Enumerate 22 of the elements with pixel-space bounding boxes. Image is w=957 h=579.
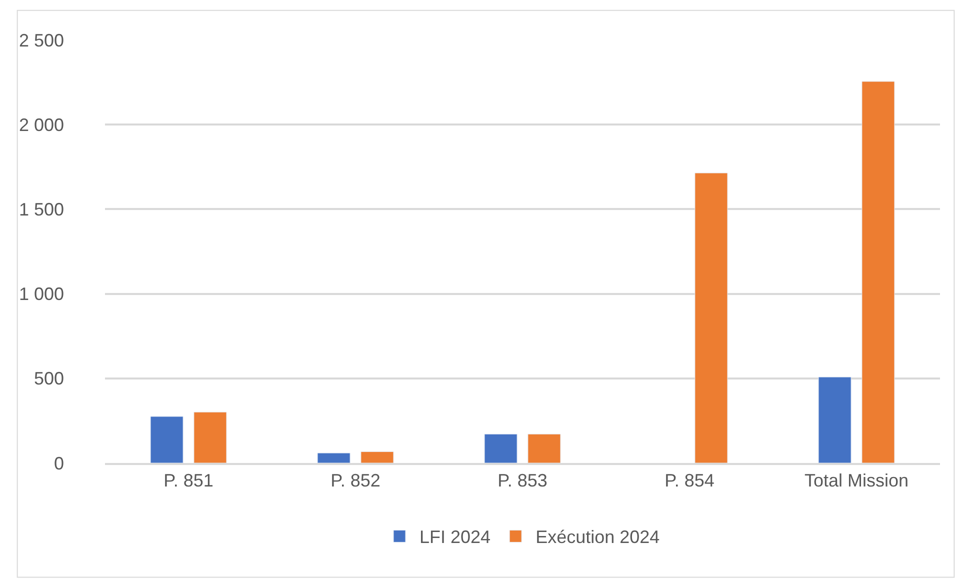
y-tick-label: 1 000	[18, 284, 64, 304]
bar	[317, 452, 350, 463]
x-tick-label: P. 854	[664, 470, 714, 490]
y-tick-label: 2 500	[18, 30, 64, 50]
bar	[150, 416, 184, 463]
y-tick-label: 2 000	[18, 114, 64, 135]
x-tick-label: P. 852	[330, 470, 380, 490]
bar	[528, 434, 561, 463]
x-tick-label: P. 853	[498, 470, 548, 490]
bar	[484, 434, 518, 463]
y-tick-label: 500	[34, 368, 64, 389]
bar	[862, 81, 895, 463]
x-tick-label: P. 851	[164, 470, 214, 490]
bar	[818, 376, 852, 463]
legend-label: LFI 2024	[420, 527, 491, 548]
y-tick-label: 0	[54, 453, 64, 474]
legend-label: Exécution 2024	[536, 527, 660, 548]
x-tick-label: Total Mission	[804, 470, 909, 490]
bar	[360, 451, 394, 463]
bar	[694, 172, 728, 463]
bar	[194, 412, 227, 463]
y-tick-label: 1 500	[18, 200, 64, 220]
